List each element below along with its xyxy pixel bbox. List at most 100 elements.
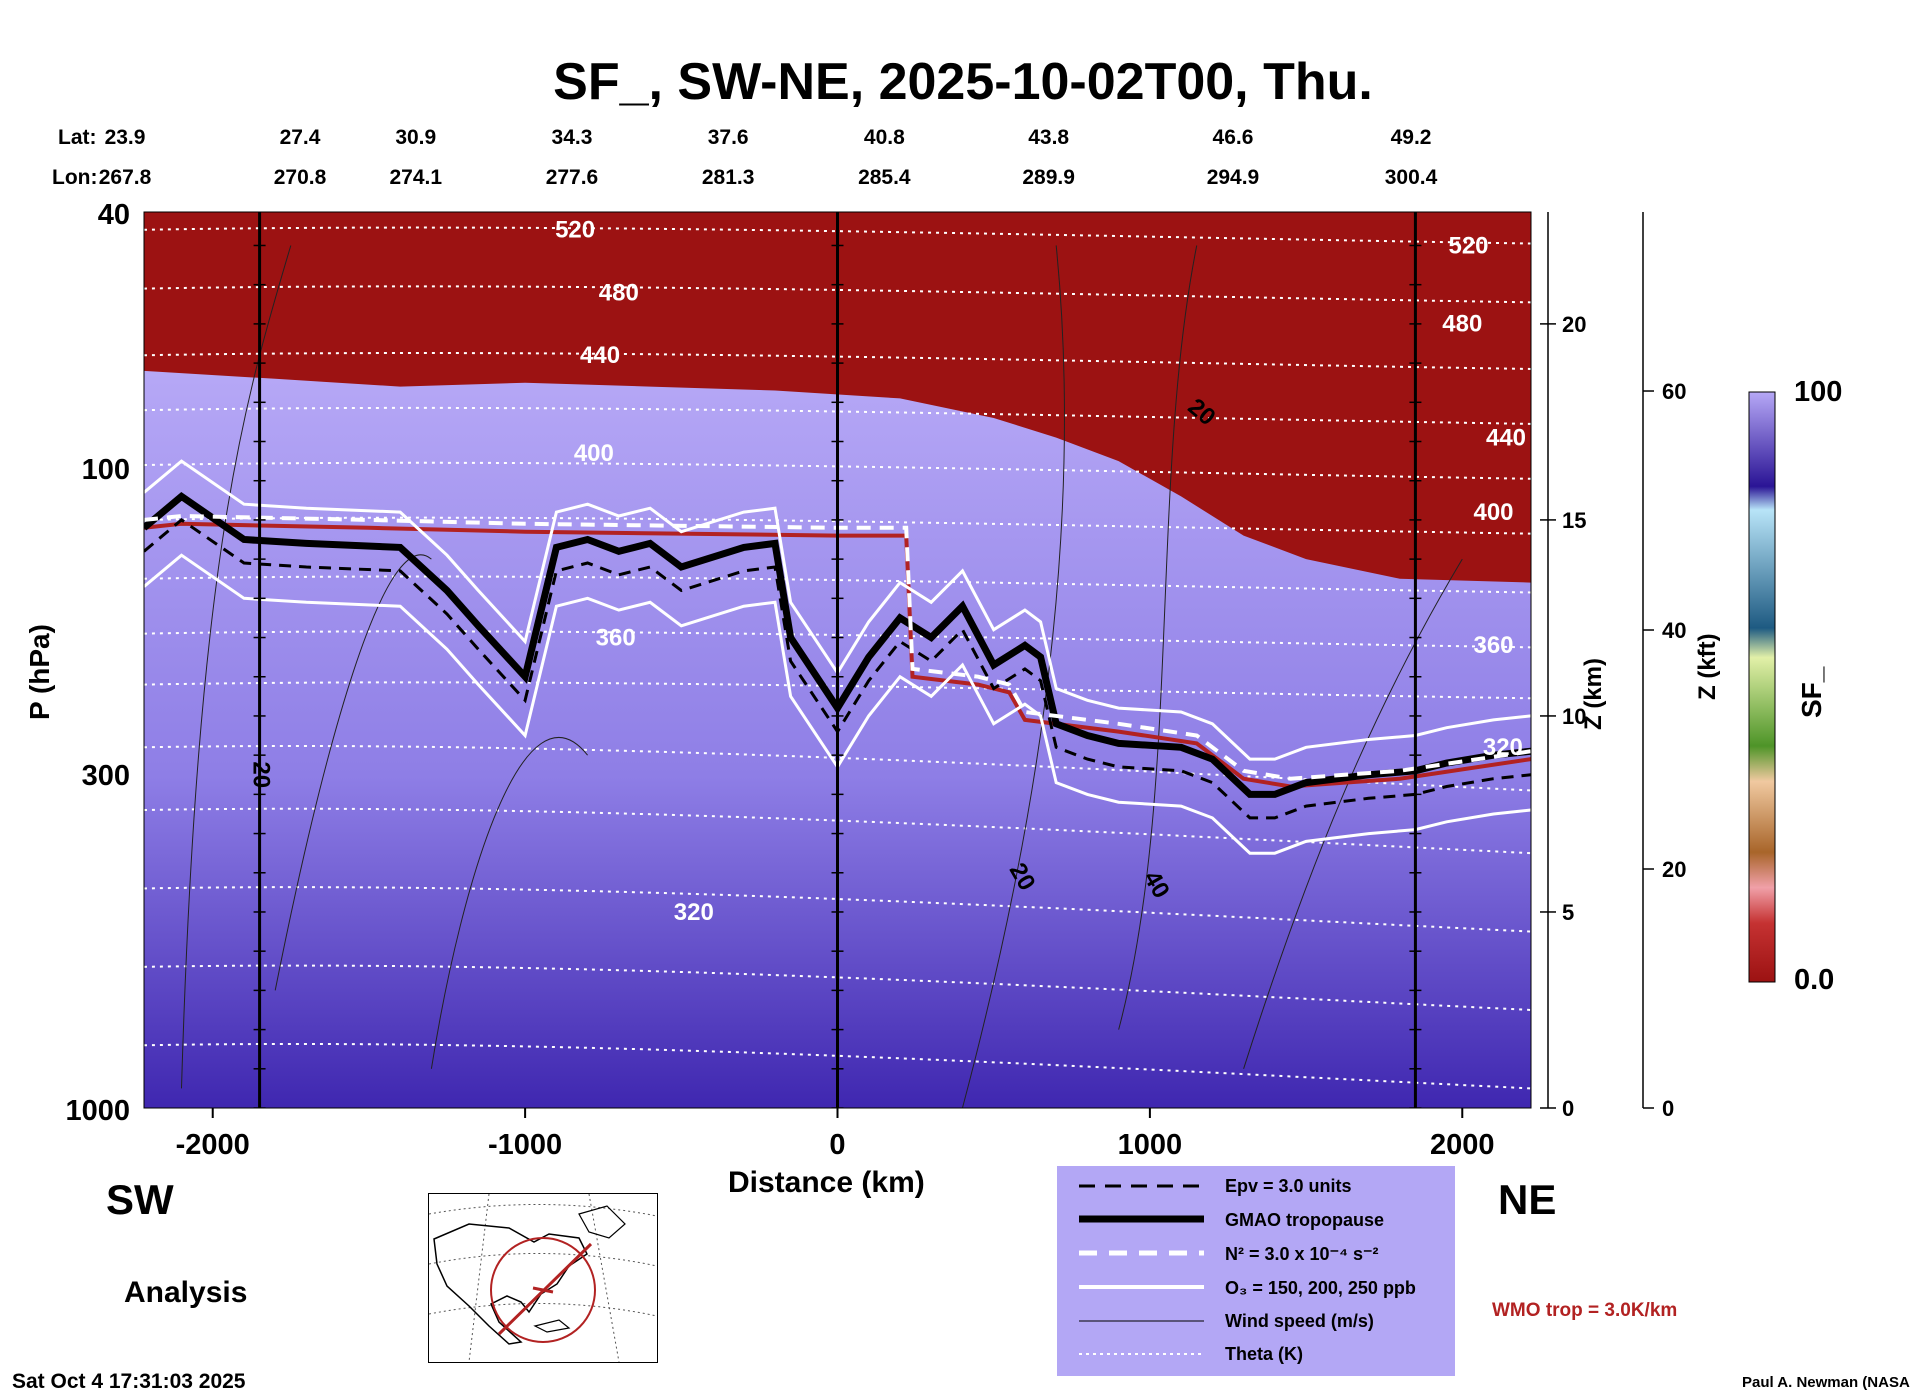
- theta-label: 360: [596, 624, 636, 651]
- legend-swatch-epv: [1079, 1184, 1204, 1188]
- theta-label: 440: [1486, 424, 1526, 451]
- legend: Epv = 3.0 units GMAO tropopause N² = 3.0…: [1057, 1166, 1455, 1376]
- x-tick-label: -1000: [488, 1129, 562, 1161]
- legend-label-n2: N² = 3.0 x 10⁻⁴ s⁻²: [1225, 1244, 1379, 1264]
- z-km-tick-label: 0: [1562, 1096, 1574, 1121]
- lat-value: 46.6: [1212, 126, 1254, 149]
- theta-contour: [144, 630, 1531, 649]
- lon-value: 274.1: [389, 166, 443, 189]
- z-km-tick-label: 15: [1562, 508, 1586, 533]
- n2-contour-line: [144, 513, 1531, 781]
- z-kft-tick-label: 60: [1662, 379, 1686, 404]
- x-axis-label: Distance (km): [728, 1166, 925, 1199]
- z-kft-tick-label: 40: [1662, 618, 1686, 643]
- theta-label: 320: [674, 899, 714, 926]
- y-tick-label: 100: [82, 454, 130, 486]
- theta-label: 320: [1483, 734, 1523, 761]
- theta-contour: [144, 681, 1531, 700]
- region-ne-label: NE: [1498, 1176, 1557, 1223]
- z-kft-axis-label: Z (kft): [1694, 633, 1721, 700]
- z-km-axis-label: Z (km): [1580, 658, 1607, 730]
- theta-contour: [144, 226, 1531, 245]
- theta-label: 440: [580, 342, 620, 369]
- theta-contours: [144, 226, 1531, 1090]
- x-tick-label: 1000: [1118, 1129, 1183, 1161]
- chart-title: SF_, SW-NE, 2025-10-02T00, Thu.: [553, 53, 1373, 111]
- theta-label: 520: [555, 217, 595, 244]
- lon-value: 289.9: [1022, 166, 1075, 189]
- legend-item-theta: Theta (K): [1057, 1340, 1455, 1370]
- epv-contour-line: [144, 518, 1531, 820]
- gmao-tropopause-line: [144, 492, 1531, 798]
- locator-map: [428, 1193, 658, 1363]
- lat-value: 23.9: [104, 126, 146, 149]
- z-km-tick-label: 20: [1562, 312, 1586, 337]
- theta-contour: [144, 516, 1531, 535]
- theta-label: 480: [599, 279, 639, 306]
- credit: Paul A. Newman (NASA: [1742, 1374, 1910, 1391]
- colorbar-min-label: 0.0: [1794, 964, 1835, 996]
- colorbar-label: SF_: [1796, 666, 1827, 718]
- wind-label: 20: [247, 761, 274, 788]
- y-tick-label: 40: [98, 199, 130, 231]
- vertical-reference-lines: [253, 212, 1422, 1108]
- lon-value: 294.9: [1206, 166, 1260, 189]
- lat-value: 40.8: [863, 126, 905, 149]
- timestamp: Sat Oct 4 17:31:03 2025: [12, 1370, 246, 1393]
- z-kft-tick-label: 20: [1662, 857, 1686, 882]
- legend-label-theta: Theta (K): [1225, 1344, 1303, 1364]
- z-kft-tick-label: 0: [1662, 1096, 1674, 1121]
- lat-value: 49.2: [1390, 126, 1432, 149]
- y-axis-label: P (hPa): [24, 624, 55, 720]
- theta-contour: [144, 352, 1531, 370]
- lat-label: Lat:: [58, 126, 97, 149]
- wind-contour: [430, 737, 588, 1069]
- legend-swatch-n2: [1079, 1250, 1204, 1256]
- lat-value: 34.3: [551, 126, 593, 149]
- lon-value: 285.4: [858, 166, 911, 189]
- colorbar-max-label: 100: [1794, 376, 1843, 408]
- theta-contour: [144, 1042, 1531, 1090]
- z-km-tick-label: 10: [1562, 704, 1586, 729]
- theta-label: 400: [1473, 499, 1513, 526]
- legend-item-epv: Epv = 3.0 units: [1057, 1172, 1455, 1202]
- theta-contour: [144, 886, 1531, 933]
- lon-value: 281.3: [701, 166, 755, 189]
- theta-contour: [144, 575, 1531, 594]
- theta-label: 360: [1473, 632, 1513, 659]
- theta-label: 480: [1442, 311, 1482, 338]
- theta-contour: [144, 285, 1531, 304]
- x-tick-label: 0: [829, 1129, 845, 1161]
- theta-labels: 520 480 440 400 360 320 520 480 440 400 360 320: [555, 217, 1526, 926]
- legend-item-ozone: O₃ = 150, 200, 250 ppb: [1057, 1274, 1455, 1304]
- lon-label: Lon:: [52, 166, 98, 189]
- lon-value: 300.4: [1384, 166, 1438, 189]
- legend-label-epv: Epv = 3.0 units: [1225, 1176, 1352, 1196]
- legend-swatch-wind: [1079, 1320, 1204, 1322]
- theta-label: 400: [574, 440, 614, 467]
- z-km-tick-label: 5: [1562, 900, 1574, 925]
- legend-label-ozone: O₃ = 150, 200, 250 ppb: [1225, 1278, 1416, 1298]
- wind-contour: [1118, 245, 1198, 1030]
- y-tick-label: 300: [82, 760, 130, 792]
- lon-value: 270.8: [273, 166, 327, 189]
- x-tick-label: -2000: [176, 1129, 250, 1161]
- lon-value: 267.8: [98, 166, 152, 189]
- legend-swatch-theta: [1079, 1353, 1204, 1355]
- lat-value: 27.4: [279, 126, 321, 149]
- y-tick-label: 1000: [65, 1095, 130, 1127]
- axes: -2000 -1000 0 1000 2000 40 100 300 1000 20 15 10 5 0 6…: [65, 199, 1686, 1161]
- legend-item-n2: N² = 3.0 x 10⁻⁴ s⁻²: [1057, 1240, 1455, 1270]
- wind-contour: [961, 245, 1065, 1108]
- locator-map-svg: [429, 1194, 657, 1362]
- theta-contour: [144, 964, 1531, 1011]
- theta-contour: [144, 461, 1531, 480]
- analysis-label: Analysis: [124, 1276, 248, 1309]
- region-sw-label: SW: [106, 1176, 174, 1223]
- theta-contour: [144, 807, 1531, 855]
- lon-value: 277.6: [545, 166, 599, 189]
- theta-label: 520: [1448, 232, 1488, 259]
- theta-contour: [144, 406, 1531, 425]
